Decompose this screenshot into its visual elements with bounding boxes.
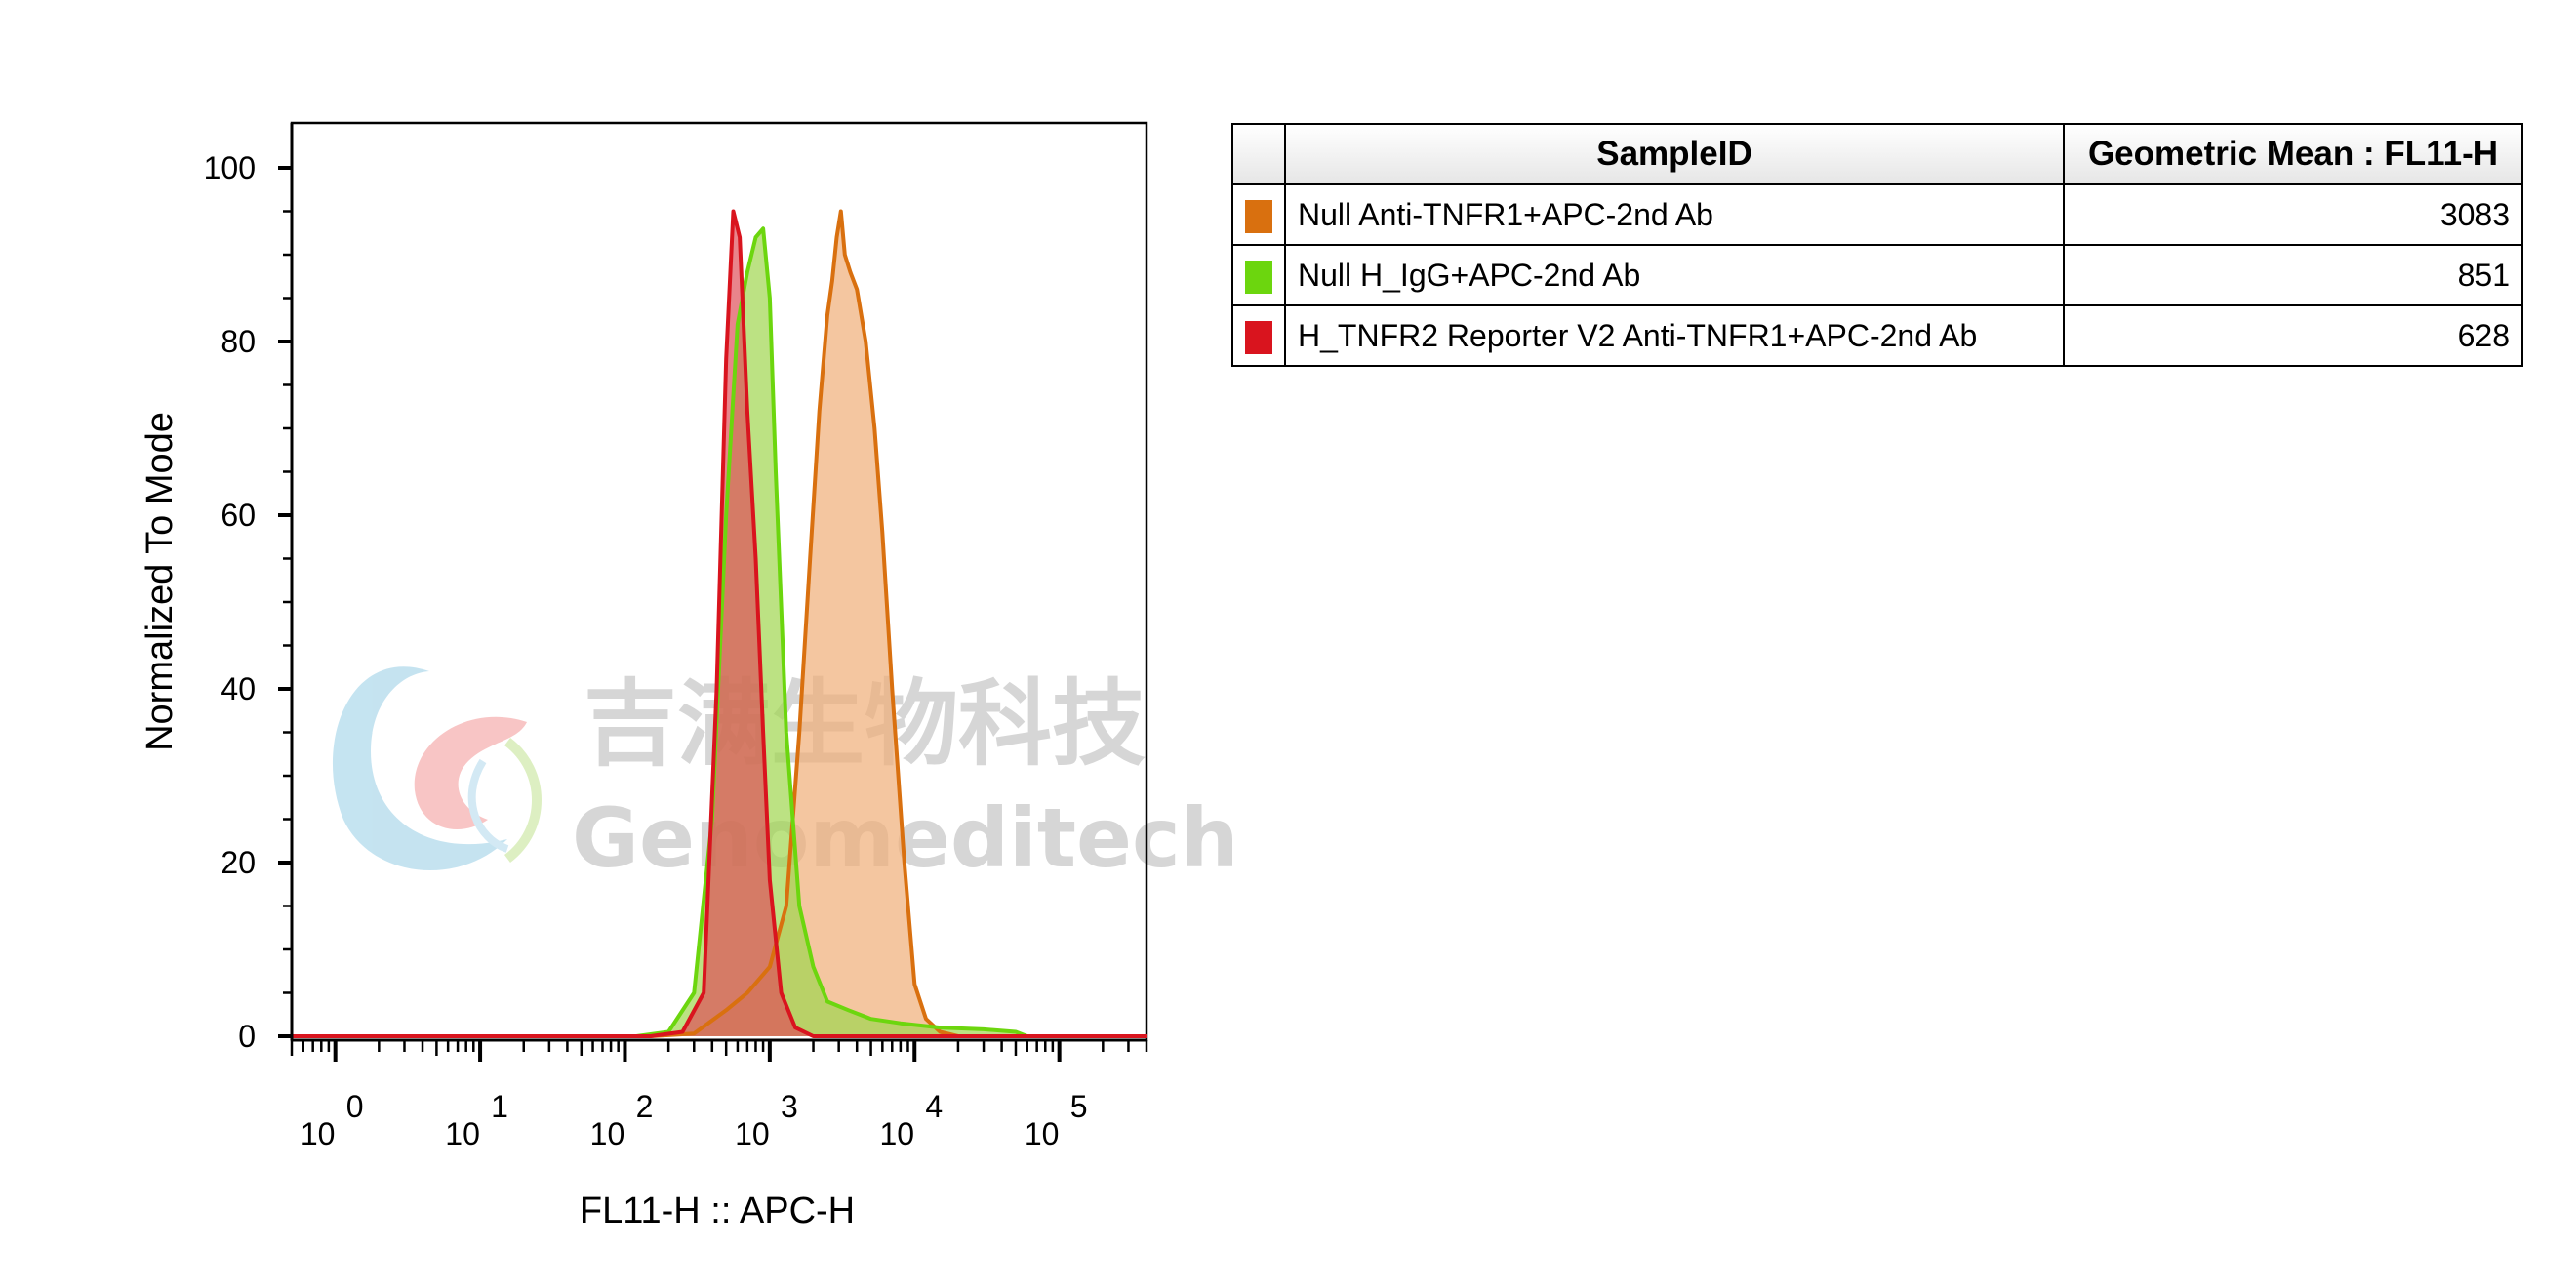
series-layer <box>292 209 1147 1038</box>
y-tick-label: 0 <box>238 1019 256 1054</box>
x-axis-title: FL11-H :: APC-H <box>580 1190 855 1231</box>
y-tick-label: 20 <box>221 845 256 880</box>
legend-swatch-cell <box>1231 304 1286 367</box>
y-tick-label: 40 <box>221 671 256 706</box>
legend-row: Null H_IgG+APC-2nd Ab 851 <box>1231 244 2523 306</box>
x-tick-exponent: 3 <box>781 1089 798 1124</box>
y-tick-label: 80 <box>221 324 256 359</box>
x-tick-label: 10 <box>879 1116 914 1151</box>
legend-swatch <box>1245 199 1272 233</box>
legend-swatch <box>1245 260 1272 294</box>
legend-table: SampleID Geometric Mean : FL11-H Null An… <box>1231 123 2523 367</box>
legend-header-value: Geometric Mean : FL11-H <box>2063 123 2523 185</box>
legend-value: 628 <box>2063 304 2523 367</box>
legend-row: H_TNFR2 Reporter V2 Anti-TNFR1+APC-2nd A… <box>1231 304 2523 367</box>
x-tick-exponent: 5 <box>1070 1089 1088 1124</box>
legend-row: Null Anti-TNFR1+APC-2nd Ab 3083 <box>1231 183 2523 246</box>
legend-sample: H_TNFR2 Reporter V2 Anti-TNFR1+APC-2nd A… <box>1284 304 2065 367</box>
legend-swatch-cell <box>1231 183 1286 246</box>
y-tick-label: 60 <box>221 498 256 533</box>
legend-swatch-cell <box>1231 244 1286 306</box>
series-line-1 <box>292 209 1147 1038</box>
legend-swatch <box>1245 320 1272 354</box>
x-tick-exponent: 1 <box>491 1089 508 1124</box>
x-tick-label: 10 <box>301 1116 336 1151</box>
x-tick-exponent: 2 <box>636 1089 654 1124</box>
y-tick-label: 100 <box>204 150 256 185</box>
watermark-logo <box>332 666 542 871</box>
legend-value: 3083 <box>2063 183 2523 246</box>
x-tick-label: 10 <box>590 1116 625 1151</box>
x-tick-label: 10 <box>445 1116 480 1151</box>
y-axis-title: Normalized To Mode <box>140 412 181 751</box>
x-tick-label: 10 <box>1025 1116 1060 1151</box>
legend-header-row: SampleID Geometric Mean : FL11-H <box>1231 123 2523 185</box>
x-tick-exponent: 4 <box>925 1089 943 1124</box>
legend-sample: Null H_IgG+APC-2nd Ab <box>1284 244 2065 306</box>
x-tick-exponent: 0 <box>346 1089 364 1124</box>
series-line-3 <box>292 209 1147 1038</box>
x-tick-label: 10 <box>735 1116 770 1151</box>
legend-value: 851 <box>2063 244 2523 306</box>
legend-header-sample: SampleID <box>1284 123 2065 185</box>
legend-header-swatch <box>1231 123 1286 185</box>
legend-sample: Null Anti-TNFR1+APC-2nd Ab <box>1284 183 2065 246</box>
